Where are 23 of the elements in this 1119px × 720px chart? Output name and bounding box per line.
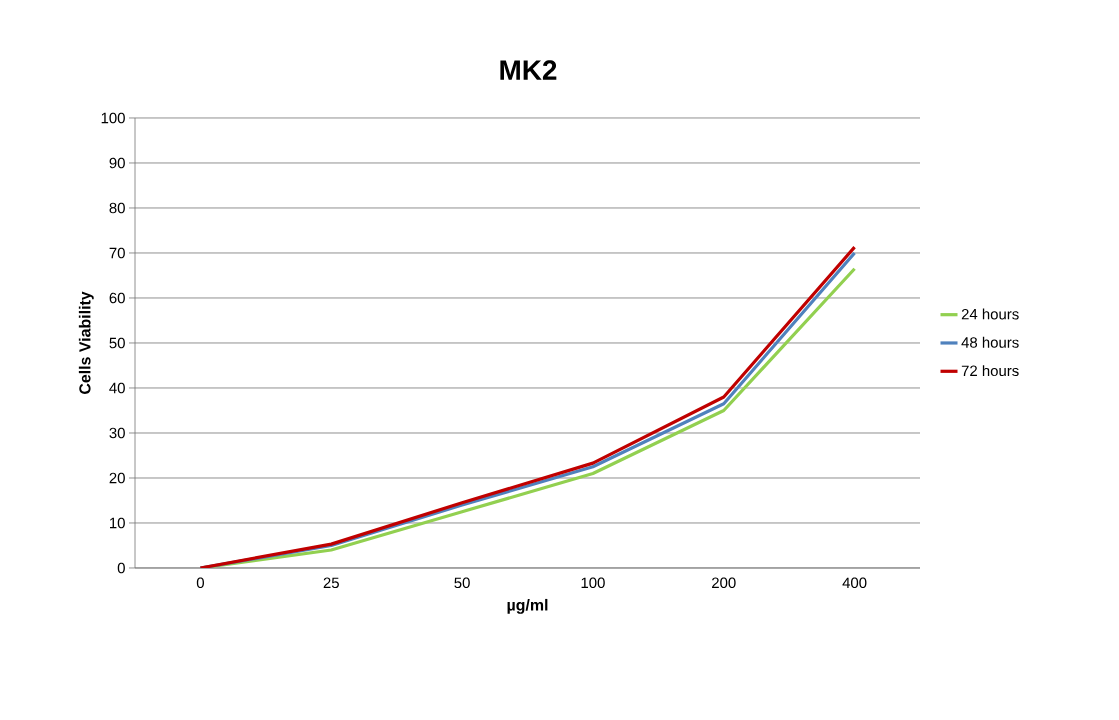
y-tick-label: 0	[117, 562, 125, 574]
y-axis-title: Cells Viability	[78, 291, 94, 395]
y-tick-label: 40	[109, 382, 125, 394]
legend-label: 72 hours	[961, 365, 1019, 377]
x-tick-label: 25	[323, 577, 339, 589]
x-tick-label: 200	[712, 577, 736, 589]
y-tick-label: 90	[109, 157, 125, 169]
legend-label: 24 hours	[961, 308, 1019, 320]
x-tick-label: 400	[842, 577, 867, 589]
y-tick-label: 60	[109, 292, 125, 304]
x-tick-label: 50	[454, 577, 470, 589]
y-tick-label: 20	[109, 472, 125, 484]
y-tick-label: 30	[109, 427, 125, 439]
y-tick-label: 100	[101, 112, 125, 124]
x-tick-label: 100	[581, 577, 605, 589]
y-tick-label: 80	[109, 202, 125, 214]
x-axis-title: µg/ml	[507, 598, 548, 614]
y-tick-label: 10	[110, 517, 125, 529]
chart-title: MK2	[500, 60, 557, 80]
y-tick-label: 70	[109, 247, 125, 259]
y-tick-label: 50	[109, 337, 125, 349]
x-tick-label: 0	[196, 577, 204, 589]
legend-label: 48 hours	[961, 336, 1019, 348]
